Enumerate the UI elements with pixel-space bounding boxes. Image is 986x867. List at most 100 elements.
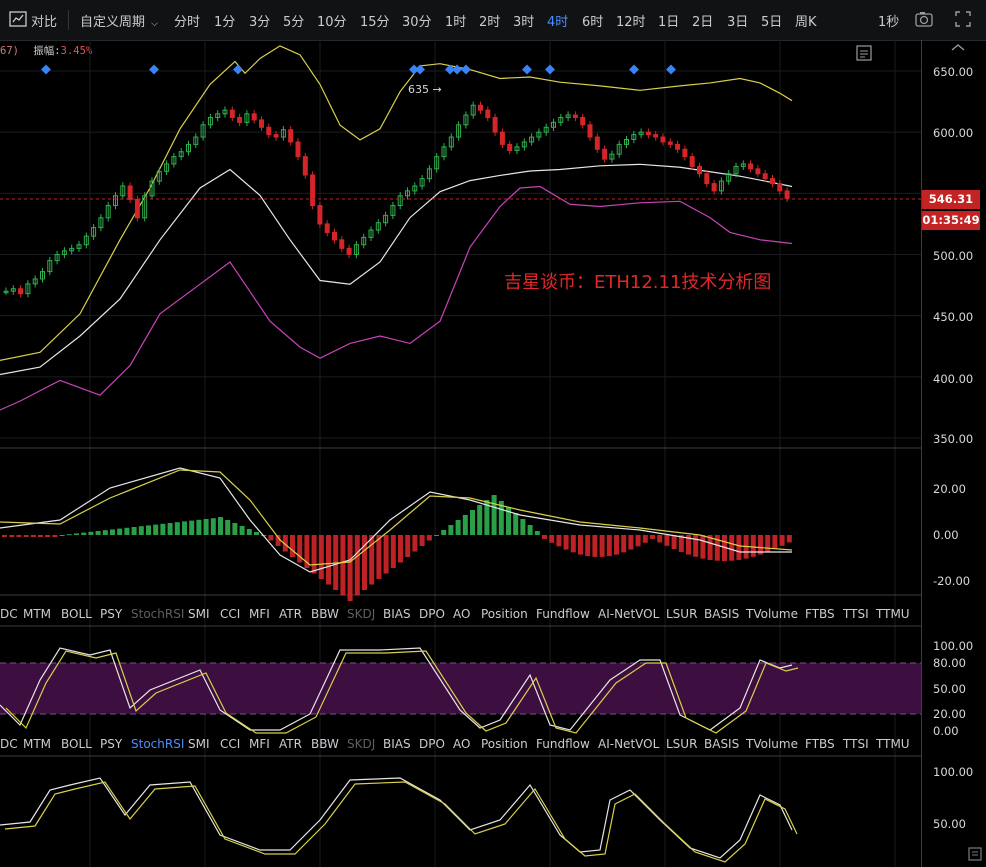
indicator-tab-basis[interactable]: BASIS xyxy=(704,737,740,751)
indicator-tab-tvolume[interactable]: TVolume xyxy=(746,737,798,751)
interval-0[interactable]: 分时 xyxy=(174,15,201,30)
candle-body xyxy=(660,136,666,143)
indicator-tab-dc[interactable]: DC xyxy=(0,737,18,751)
axis-label: 350.00 xyxy=(933,432,974,446)
indicator-tab-skdj[interactable]: SKDJ xyxy=(347,737,376,751)
macd-histogram-bar xyxy=(23,535,29,537)
note-icon[interactable] xyxy=(854,44,874,62)
indicator-tab-smi[interactable]: SMI xyxy=(188,737,210,751)
indicator-tab-bbw[interactable]: BBW xyxy=(311,737,339,751)
indicator-tab-position[interactable]: Position xyxy=(481,607,528,621)
interval-3[interactable]: 5分 xyxy=(283,15,305,30)
indicator-tab-ai-netvol[interactable]: AI-NetVOL xyxy=(598,607,660,621)
indicator-tab-ao[interactable]: AO xyxy=(453,737,471,751)
macd-histogram-bar xyxy=(318,535,324,579)
candle-body xyxy=(273,134,279,138)
interval-15[interactable]: 3日 xyxy=(727,15,749,30)
interval-12[interactable]: 12时 xyxy=(616,15,646,30)
indicator-tab-mtm[interactable]: MTM xyxy=(23,737,52,751)
signal-marker xyxy=(545,64,555,75)
interval-1[interactable]: 1分 xyxy=(214,15,236,30)
candle-body xyxy=(346,247,352,255)
macd-histogram-bar xyxy=(9,535,15,537)
indicator-tab-ao[interactable]: AO xyxy=(453,607,471,621)
indicator-tab-cci[interactable]: CCI xyxy=(220,607,241,621)
interval-6[interactable]: 30分 xyxy=(402,15,432,30)
interval-14[interactable]: 2日 xyxy=(692,15,714,30)
macd-histogram-bar xyxy=(246,529,252,535)
indicator-tab-mtm[interactable]: MTM xyxy=(23,607,52,621)
candle-body xyxy=(682,148,688,158)
interval-8[interactable]: 2时 xyxy=(479,15,501,30)
indicator-tab-ttmu[interactable]: TTMU xyxy=(876,737,910,751)
camera-icon[interactable] xyxy=(914,9,934,29)
interval-11[interactable]: 6时 xyxy=(582,15,604,30)
indicator-tab-basis[interactable]: BASIS xyxy=(704,607,740,621)
indicator-tab-stochrsi[interactable]: StochRSI xyxy=(131,737,185,751)
candle-body xyxy=(178,151,184,158)
indicator-tab-dpo[interactable]: DPO xyxy=(419,737,445,751)
indicator-tab-mfi[interactable]: MFI xyxy=(249,737,270,751)
indicator-tab-position[interactable]: Position xyxy=(481,737,528,751)
indicator-tab-atr[interactable]: ATR xyxy=(279,737,302,751)
indicator-tab-atr[interactable]: ATR xyxy=(279,607,302,621)
interval-4[interactable]: 10分 xyxy=(317,15,347,30)
indicator-tab-stochrsi[interactable]: StochRSI xyxy=(131,607,185,621)
refresh-rate-button[interactable]: 1秒 xyxy=(878,15,900,30)
candle-body xyxy=(675,143,681,150)
indicator-tab-bbw[interactable]: BBW xyxy=(311,607,339,621)
interval-7[interactable]: 1时 xyxy=(445,15,467,30)
compare-button[interactable]: 对比 xyxy=(31,15,58,30)
candle-body xyxy=(711,183,717,192)
interval-9[interactable]: 3时 xyxy=(513,15,535,30)
indicator-tab-smi[interactable]: SMI xyxy=(188,607,210,621)
indicator-tab-lsur[interactable]: LSUR xyxy=(666,607,698,621)
macd-histogram-bar xyxy=(45,535,51,537)
indicator-tab-lsur[interactable]: LSUR xyxy=(666,737,698,751)
interval-13[interactable]: 1日 xyxy=(658,15,680,30)
interval-10[interactable]: 4时 xyxy=(547,15,569,30)
macd-histogram-bar xyxy=(282,535,288,552)
indicator-tab-ftbs[interactable]: FTBS xyxy=(805,607,835,621)
candle-body xyxy=(551,121,556,128)
interval-2[interactable]: 3分 xyxy=(249,15,271,30)
macd-histogram-bar xyxy=(556,535,562,547)
indicator-tab-ai-netvol[interactable]: AI-NetVOL xyxy=(598,737,660,751)
indicator-tab-fundflow[interactable]: Fundflow xyxy=(536,607,590,621)
amplitude-info: 67) 振幅:3.45% xyxy=(0,43,92,58)
indicator-tab-bias[interactable]: BIAS xyxy=(383,737,411,751)
settings-icon[interactable] xyxy=(967,846,983,862)
macd-histogram-bar xyxy=(102,530,108,535)
collapse-icon[interactable] xyxy=(946,42,970,52)
toolbar: 对比 自定义周期 ⌵ 分时 1分 3分 5分 10分 15分 30分 1时 2时 3时 4时 6时 12… xyxy=(0,0,986,41)
chevron-down-icon: ⌵ xyxy=(151,19,158,29)
macd-histogram-bar xyxy=(362,535,367,590)
indicator-tab-psy[interactable]: PSY xyxy=(100,607,123,621)
indicator-tab-boll[interactable]: BOLL xyxy=(61,607,92,621)
custom-period-button[interactable]: 自定义周期 ⌵ xyxy=(80,11,158,30)
indicator-tab-mfi[interactable]: MFI xyxy=(249,607,270,621)
indicator-tab-dc[interactable]: DC xyxy=(0,607,18,621)
indicator-tab-boll[interactable]: BOLL xyxy=(61,737,92,751)
indicator-tab-ttmu[interactable]: TTMU xyxy=(876,607,910,621)
indicator-tab-ttsi[interactable]: TTSI xyxy=(843,737,869,751)
indicator-tab-psy[interactable]: PSY xyxy=(100,737,123,751)
indicator-tab-cci[interactable]: CCI xyxy=(220,737,241,751)
indicator-tab-tvolume[interactable]: TVolume xyxy=(746,607,798,621)
candlestick-chart-icon[interactable] xyxy=(8,9,28,29)
indicator-tab-dpo[interactable]: DPO xyxy=(419,607,445,621)
macd-histogram-bar xyxy=(527,525,533,535)
watermark-text: 吉星谈币：ETH12.11技术分析图 xyxy=(504,272,772,293)
fullscreen-icon[interactable] xyxy=(953,9,973,29)
indicator-tab-fundflow[interactable]: Fundflow xyxy=(536,737,590,751)
macd-histogram-bar xyxy=(729,535,735,561)
indicator-tab-skdj[interactable]: SKDJ xyxy=(347,607,376,621)
indicator-tab-bias[interactable]: BIAS xyxy=(383,607,411,621)
interval-16[interactable]: 5日 xyxy=(761,15,783,30)
indicator-tab-ftbs[interactable]: FTBS xyxy=(805,737,835,751)
interval-5[interactable]: 15分 xyxy=(360,15,390,30)
axis-label: 100.00 xyxy=(933,639,974,653)
indicator-tab-ttsi[interactable]: TTSI xyxy=(843,607,869,621)
interval-17[interactable]: 周K xyxy=(795,15,817,30)
